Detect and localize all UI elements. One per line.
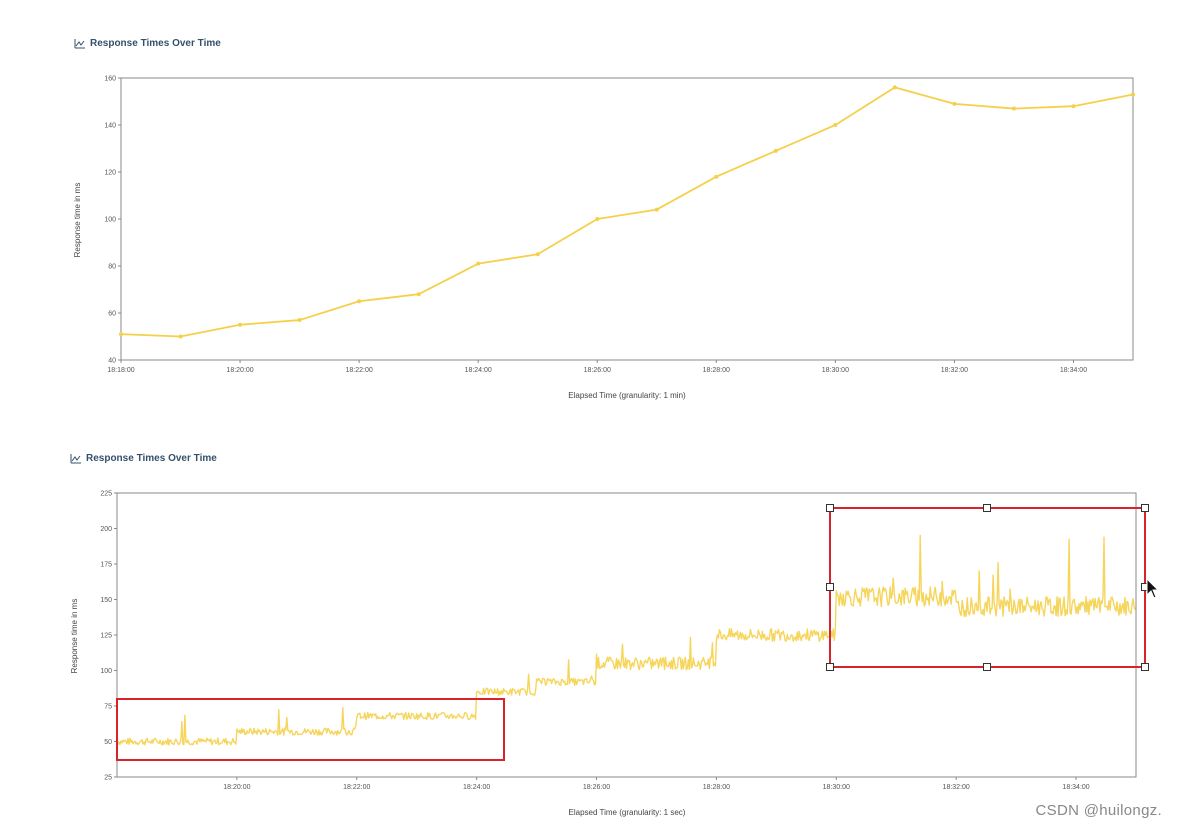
data-point — [535, 252, 540, 257]
y-axis-label: Response time in ms — [73, 183, 82, 258]
chart-title-1: Response Times Over Time — [74, 38, 221, 49]
series-path — [116, 534, 1136, 746]
y-tick-label: 225 — [100, 491, 112, 498]
chart-title-2: Response Times Over Time — [70, 453, 217, 464]
data-point — [357, 299, 362, 304]
y-axis-ticks: 25 50 75 100 125 150 175 200 225 — [100, 491, 117, 782]
data-point — [714, 174, 719, 179]
data-point — [654, 207, 659, 212]
watermark: CSDN @huilongz. — [1035, 802, 1162, 819]
y-tick-label: 25 — [104, 775, 112, 782]
resize-handle-bottom-left[interactable] — [826, 663, 834, 671]
data-point — [952, 101, 957, 106]
x-tick-label: 18:34:00 — [1060, 367, 1087, 374]
x-tick-label: 18:30:00 — [823, 784, 850, 791]
x-axis-label: Elapsed Time (granularity: 1 sec) — [569, 808, 686, 817]
data-point — [178, 334, 183, 339]
data-point — [595, 217, 600, 221]
x-tick-label: 18:24:00 — [465, 367, 492, 374]
y-tick-label: 175 — [100, 562, 112, 569]
x-tick-label: 18:22:00 — [343, 784, 370, 791]
mouse-cursor-icon — [1146, 578, 1160, 599]
x-tick-label: 18:24:00 — [463, 784, 490, 791]
chart-title-text: Response Times Over Time — [90, 38, 221, 49]
x-tick-label: 18:32:00 — [943, 784, 970, 791]
x-tick-label: 18:20:00 — [223, 784, 250, 791]
response-time-chart-1: 40 60 80 100 120 140 160 18:18:00 18:20:00 18:22… — [73, 76, 1135, 400]
y-tick-label: 50 — [104, 739, 112, 746]
highlight-box-high[interactable] — [829, 507, 1146, 668]
x-tick-label: 18:20:00 — [226, 367, 253, 374]
y-tick-label: 100 — [104, 217, 116, 224]
data-point — [892, 85, 897, 90]
x-tick-label: 18:30:00 — [822, 367, 849, 374]
data-point — [1011, 106, 1016, 111]
data-point — [773, 148, 778, 153]
y-tick-label: 160 — [104, 76, 116, 83]
x-tick-label: 18:22:00 — [345, 367, 372, 374]
series-path — [120, 86, 1134, 338]
y-tick-label: 200 — [100, 526, 112, 533]
x-tick-label: 18:28:00 — [703, 367, 730, 374]
resize-handle-bottom-right[interactable] — [1141, 663, 1149, 671]
x-tick-label: 18:28:00 — [703, 784, 730, 791]
data-point — [119, 332, 123, 337]
y-tick-label: 75 — [104, 704, 112, 711]
data-point — [297, 318, 302, 323]
y-axis-ticks: 40 60 80 100 120 140 160 — [104, 76, 121, 365]
resize-handle-top-left[interactable] — [826, 504, 834, 512]
y-tick-label: 80 — [108, 264, 116, 271]
y-tick-label: 150 — [100, 597, 112, 604]
resize-handle-bottom-center[interactable] — [983, 663, 991, 671]
x-tick-label: 18:26:00 — [584, 367, 611, 374]
data-point — [238, 322, 243, 327]
data-point — [1071, 104, 1076, 109]
x-axis-ticks: 18:20:00 18:22:00 18:24:00 18:26:00 18:28:00… — [223, 777, 1090, 791]
x-axis-ticks: 18:18:00 18:20:00 18:22:00 18:24:00 18:26:00… — [107, 360, 1087, 374]
series-line — [119, 85, 1135, 339]
x-tick-label: 18:34:00 — [1062, 784, 1089, 791]
x-axis-label: Elapsed Time (granularity: 1 min) — [568, 391, 686, 400]
data-point — [416, 292, 421, 297]
y-tick-label: 120 — [104, 170, 116, 177]
resize-handle-middle-left[interactable] — [826, 583, 834, 591]
y-tick-label: 40 — [108, 358, 116, 365]
data-point — [476, 261, 481, 266]
x-tick-label: 18:32:00 — [941, 367, 968, 374]
y-axis-label: Response time in ms — [70, 599, 79, 674]
y-tick-label: 100 — [100, 668, 112, 675]
highlight-box-low — [116, 698, 505, 761]
chart-icon — [70, 453, 81, 463]
y-tick-label: 140 — [104, 123, 116, 130]
resize-handle-top-right[interactable] — [1141, 504, 1149, 512]
chart-title-text: Response Times Over Time — [86, 453, 217, 464]
series-line — [116, 534, 1136, 746]
data-point — [833, 123, 838, 127]
y-tick-label: 60 — [108, 311, 116, 318]
y-tick-label: 125 — [100, 633, 112, 640]
x-tick-label: 18:26:00 — [583, 784, 610, 791]
resize-handle-top-center[interactable] — [983, 504, 991, 512]
data-point — [1131, 92, 1135, 97]
x-tick-label: 18:18:00 — [107, 367, 134, 374]
chart-icon — [74, 38, 85, 48]
